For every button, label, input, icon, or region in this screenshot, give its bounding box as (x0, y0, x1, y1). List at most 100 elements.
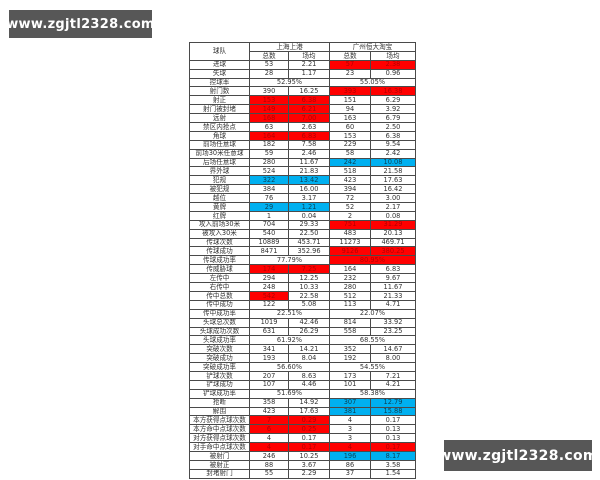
stat-cell: 393 (329, 86, 371, 97)
stat-cell: 16.42 (370, 184, 416, 195)
stat-cell: 42.46 (288, 317, 330, 328)
stat-cell: 9126 (329, 246, 371, 257)
stat-cell: 113 (329, 299, 371, 310)
table-row: 对方获得点球次数 4 0.17 3 0.13 (189, 433, 416, 444)
stat-label: 前场30米任意球 (189, 148, 250, 159)
stat-label: 铲球成功 (189, 379, 250, 390)
stat-cell: 14.67 (370, 344, 416, 355)
stat-cell: 6.83 (288, 130, 330, 141)
stat-cell: 294 (249, 273, 289, 284)
stat-cell: 8471 (249, 246, 289, 257)
stat-label: 传球成功率 (189, 255, 250, 266)
stat-cell: 381 (329, 406, 371, 417)
stat-cell: 280 (249, 157, 289, 168)
stat-cell: 193 (249, 353, 289, 364)
stat-cell: 68.55% (329, 335, 416, 346)
stat-label: 传中成功率 (189, 308, 250, 319)
table-row: 黄牌 29 1.21 52 2.17 (189, 202, 416, 212)
stat-cell: 10.33 (288, 282, 330, 292)
stat-label: 传球次数 (189, 237, 250, 248)
stat-cell: 22.07% (329, 308, 416, 319)
stat-label: 传威胁球 (189, 264, 250, 275)
table-row: 突破成功 193 8.04 192 8.00 (189, 353, 416, 364)
header-subcol-total-gz: 总数 (329, 50, 371, 61)
stat-cell: 704 (249, 219, 289, 230)
stat-cell: 14.21 (288, 344, 330, 355)
stat-label: 铲球次数 (189, 370, 250, 381)
stat-cell: 207 (249, 370, 289, 381)
stat-cell: 2.17 (370, 202, 416, 212)
table-row: 本方命中点球次数 6 0.25 3 0.13 (189, 424, 416, 435)
stat-label: 头球总次数 (189, 317, 250, 328)
stat-label: 黄牌 (189, 202, 250, 212)
stat-cell: 483 (329, 228, 371, 239)
stat-label: 禁区内抢点 (189, 122, 250, 132)
stat-cell: 72 (329, 193, 371, 204)
stat-label: 攻入前场30米 (189, 219, 250, 230)
table-row: 前场30米任意球 59 2.46 58 2.42 (189, 148, 416, 159)
stat-cell: 6.38 (370, 130, 416, 141)
stat-cell: 52 (329, 202, 371, 212)
stat-cell: 469.71 (370, 237, 416, 248)
table-row: 后场任意球 280 11.67 242 10.08 (189, 157, 416, 168)
table-row: 前场任意球 182 7.58 229 9.54 (189, 139, 416, 150)
stat-cell: 3 (329, 424, 371, 435)
stat-cell: 2.42 (370, 148, 416, 159)
stat-cell: 52.95% (249, 77, 330, 88)
stat-cell: 8.63 (288, 370, 330, 381)
stat-cell: 380.25 (370, 246, 416, 257)
stat-cell: 1019 (249, 317, 289, 328)
stat-cell: 22.50 (288, 228, 330, 239)
stat-cell: 6.21 (288, 104, 330, 115)
watermark-top-left: www.zgjtl2328.com (6, 10, 154, 38)
stat-cell: 0.25 (288, 424, 330, 435)
header-team-col: 球队 (189, 42, 250, 61)
table-row: 红牌 1 0.04 2 0.08 (189, 210, 416, 221)
stat-cell: 0.04 (288, 210, 330, 221)
stat-cell: 182 (249, 139, 289, 150)
stat-label: 传中成功 (189, 299, 250, 310)
table-row: 本方获得点球次数 7 0.29 4 0.17 (189, 415, 416, 426)
table-row: 左传中 294 12.25 232 9.67 (189, 273, 416, 284)
stat-cell: 22.51% (249, 308, 330, 319)
stat-cell: 174 (249, 264, 289, 275)
table-row: 抢断 358 14.92 307 12.79 (189, 397, 416, 408)
stat-cell: 13.42 (288, 175, 330, 186)
header-team-guangzhou: 广州恒大淘宝 (329, 42, 416, 52)
stat-cell: 0.96 (370, 68, 416, 79)
stat-cell: 0.17 (370, 415, 416, 426)
stat-cell: 6.83 (370, 264, 416, 275)
stat-cell: 10889 (249, 237, 289, 248)
stat-label: 红牌 (189, 210, 250, 221)
stat-cell: 814 (329, 317, 371, 328)
table-row: 突破成功率 56.60% 54.55% (189, 362, 416, 372)
table-row: 突破次数 341 14.21 352 14.67 (189, 344, 416, 355)
table-row: 被攻入30米 540 22.50 483 20.13 (189, 228, 416, 239)
table-row: 传球次数 10889 453.71 11273 469.71 (189, 237, 416, 248)
stat-cell: 352.96 (288, 246, 330, 257)
stat-cell: 542 (249, 290, 289, 301)
header-subcol-avg-sh: 场均 (288, 50, 330, 61)
stat-cell: 153 (329, 130, 371, 141)
stat-cell: 16.00 (288, 184, 330, 195)
stat-cell: 512 (329, 290, 371, 301)
stat-cell: 2.29 (288, 468, 330, 479)
stat-cell: 8.04 (288, 353, 330, 364)
stat-cell: 4.46 (288, 379, 330, 390)
stat-cell: 6.38 (288, 95, 330, 106)
stat-label: 对方获得点球次数 (189, 433, 250, 444)
stat-cell: 57 (329, 59, 371, 70)
stat-cell: 8.17 (370, 450, 416, 461)
stat-label: 射门数 (189, 86, 250, 97)
stat-cell: 164 (329, 264, 371, 275)
table-row: 界外球 524 21.83 518 21.58 (189, 166, 416, 177)
stat-label: 本方命中点球次数 (189, 424, 250, 435)
stat-cell: 246 (249, 450, 289, 461)
stat-cell: 2 (329, 210, 371, 221)
stat-cell: 58 (329, 148, 371, 159)
table-row: 射正 153 6.38 151 6.29 (189, 95, 416, 106)
stat-label: 射正 (189, 95, 250, 106)
background-watermark (110, 329, 147, 385)
stat-cell: 29.33 (288, 219, 330, 230)
